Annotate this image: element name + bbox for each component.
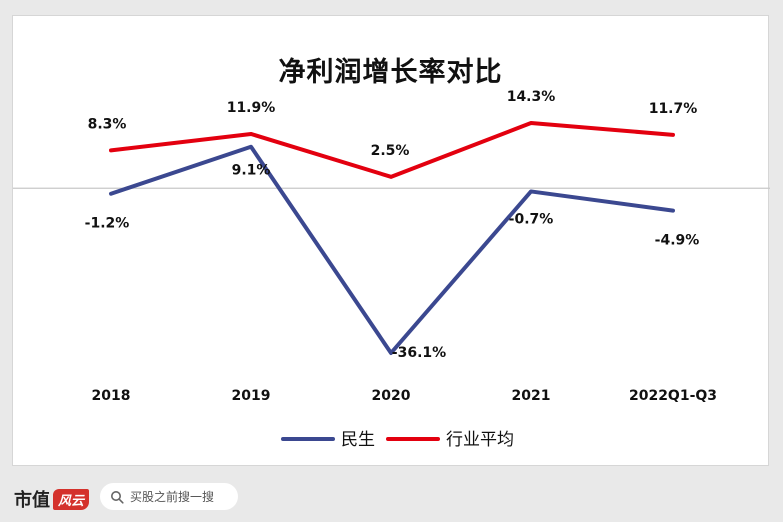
chart-card: 净利润增长率对比 -1.2% 9.1% -36.1% -0.7% -4.9% 8.3% 11…: [12, 15, 770, 466]
x-tick-label: 2022Q1-Q3: [629, 388, 717, 404]
x-tick-label: 2021: [512, 388, 551, 404]
data-label: 11.7%: [649, 101, 698, 117]
legend-label: 民生: [341, 430, 375, 450]
x-tick-label: 2020: [372, 388, 411, 404]
footer-bar: 市值 风云 买股之前搜一搜: [0, 470, 783, 522]
brand-logo: 市值 风云: [14, 486, 90, 512]
data-label: 2.5%: [371, 143, 410, 159]
search-box[interactable]: 买股之前搜一搜: [100, 483, 238, 510]
search-icon: [111, 490, 124, 504]
data-label: 11.9%: [227, 100, 276, 116]
data-label: -0.7%: [509, 211, 554, 227]
legend-label: 行业平均: [446, 430, 514, 450]
x-tick-label: 2019: [232, 388, 271, 404]
search-placeholder: 买股之前搜一搜: [130, 490, 215, 504]
data-label: -36.1%: [392, 345, 446, 361]
data-label: 14.3%: [507, 89, 556, 105]
data-label: -4.9%: [655, 233, 700, 249]
data-label: 8.3%: [88, 116, 127, 132]
data-label: -1.2%: [85, 216, 130, 232]
chart-title: 净利润增长率对比: [278, 57, 503, 88]
line-chart: -1.2% 9.1% -36.1% -0.7% -4.9% 8.3% 11.9% 2.5% 14…: [13, 89, 770, 450]
brand-logo-text: 市值: [14, 490, 50, 511]
data-label: 9.1%: [232, 163, 271, 179]
x-tick-label: 2018: [92, 388, 131, 404]
brand-logo-mark: 风云: [53, 488, 90, 510]
